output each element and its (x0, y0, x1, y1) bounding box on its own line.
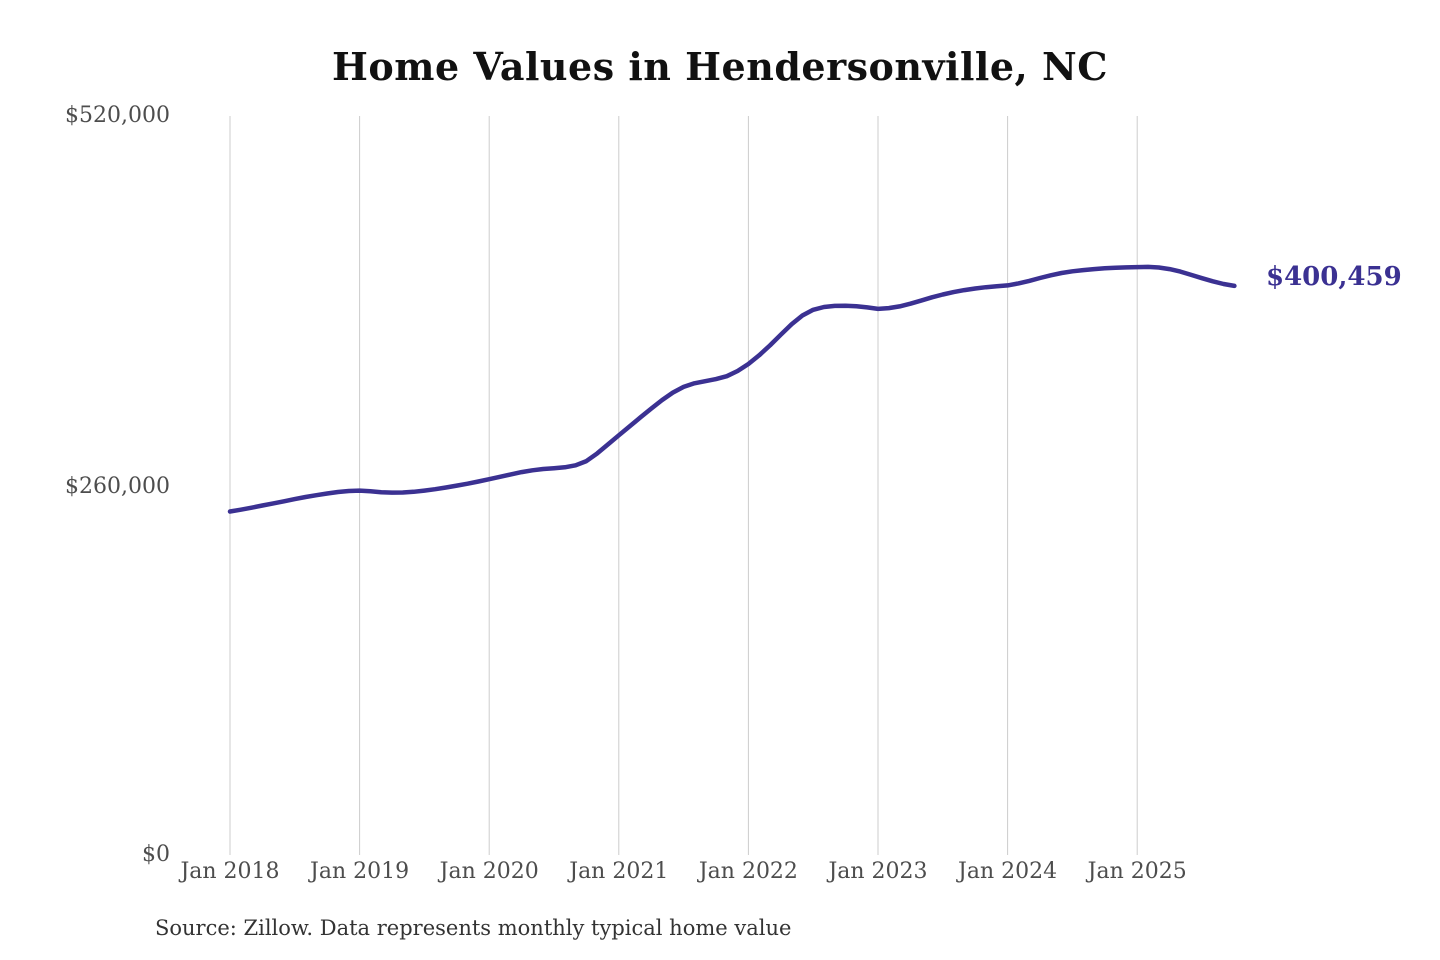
home-value-line (227, 264, 1237, 514)
x-axis-tick-jan-2021: Jan 2021 (569, 859, 669, 884)
y-axis-tick-260000: $260,000 (65, 474, 170, 499)
x-axis-tick-jan-2022: Jan 2022 (698, 859, 798, 884)
y-axis-tick-520000: $520,000 (65, 103, 170, 128)
x-axis-tick-jan-2025: Jan 2025 (1087, 859, 1187, 884)
x-axis-tick-jan-2019: Jan 2019 (310, 859, 410, 884)
latest-value-label: $400,459 (1266, 262, 1402, 292)
x-axis-tick-jan-2018: Jan 2018 (180, 859, 280, 884)
x-axis-tick-jan-2024: Jan 2024 (958, 859, 1058, 884)
x-axis-tick-jan-2023: Jan 2023 (828, 859, 928, 884)
chart-title: Home Values in Hendersonville, NC (332, 44, 1108, 89)
source-note: Source: Zillow. Data represents monthly … (155, 916, 792, 940)
y-axis-tick-0: $0 (142, 842, 170, 867)
x-axis-tick-jan-2020: Jan 2020 (439, 859, 539, 884)
gridlines (229, 116, 1138, 855)
